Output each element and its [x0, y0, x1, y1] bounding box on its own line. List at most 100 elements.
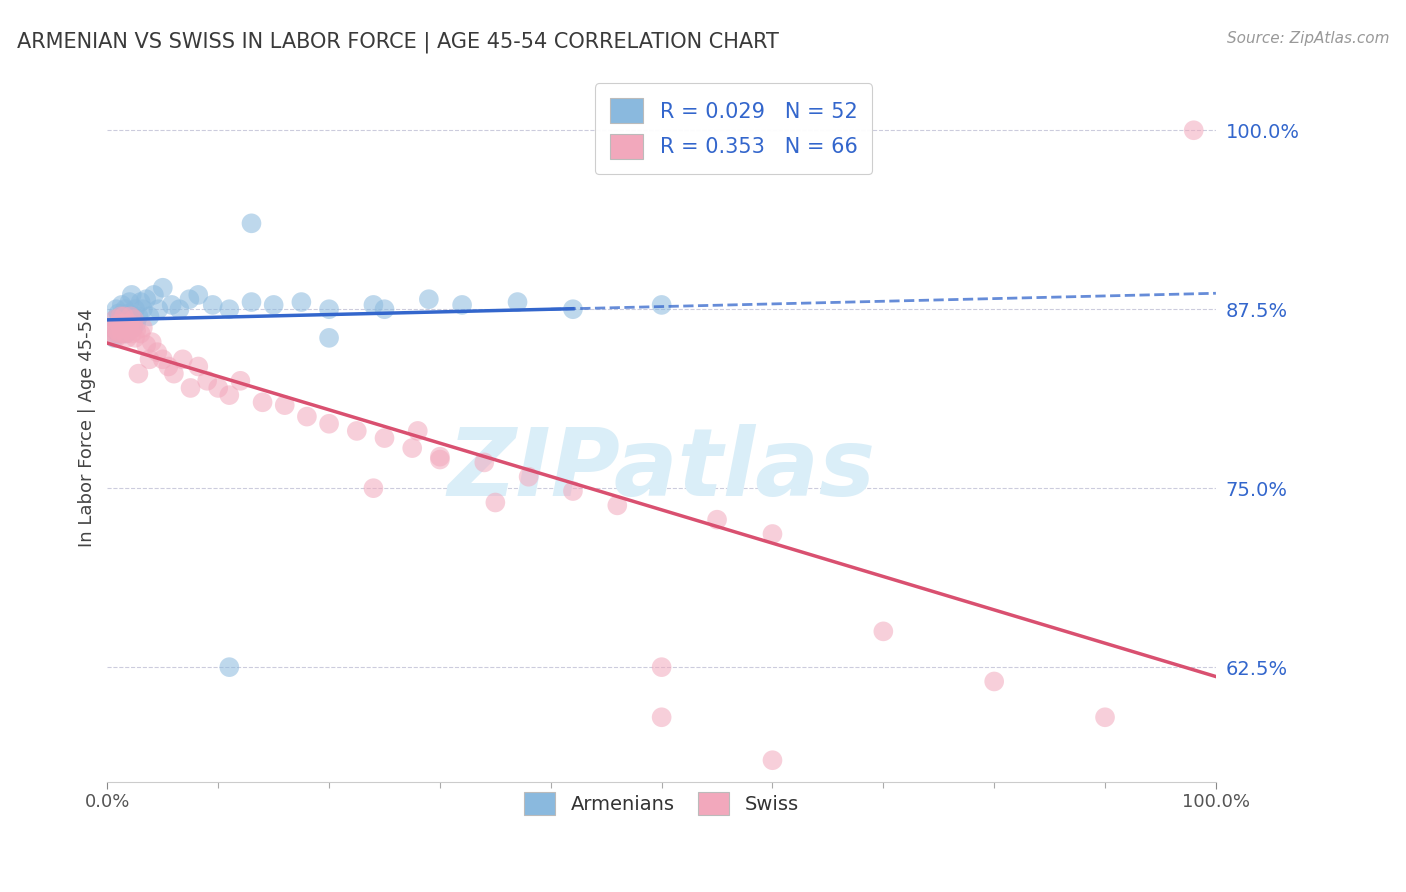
Point: [111, 298, 134, 312]
Point: [240, 216, 263, 230]
Point: [132, 321, 155, 335]
Point: [406, 424, 429, 438]
Point: [872, 624, 894, 639]
Point: [107, 317, 129, 331]
Point: [142, 288, 165, 302]
Point: [114, 326, 136, 341]
Point: [141, 335, 163, 350]
Point: [263, 298, 285, 312]
Point: [152, 281, 174, 295]
Point: [117, 317, 139, 331]
Point: [290, 295, 312, 310]
Y-axis label: In Labor Force | Age 45-54: In Labor Force | Age 45-54: [79, 308, 96, 547]
Point: [401, 441, 423, 455]
Point: [169, 302, 191, 317]
Point: [120, 310, 142, 324]
Point: [157, 359, 180, 374]
Point: [152, 352, 174, 367]
Point: [120, 310, 142, 324]
Point: [115, 326, 138, 341]
Point: [135, 292, 157, 306]
Point: [138, 310, 160, 324]
Point: [108, 326, 131, 341]
Point: [101, 324, 124, 338]
Point: [1182, 123, 1205, 137]
Point: [104, 312, 127, 326]
Point: [201, 298, 224, 312]
Point: [160, 298, 183, 312]
Point: [148, 302, 170, 317]
Point: [117, 306, 139, 320]
Text: Source: ZipAtlas.com: Source: ZipAtlas.com: [1226, 31, 1389, 46]
Point: [651, 710, 673, 724]
Point: [472, 455, 495, 469]
Point: [124, 331, 146, 345]
Point: [318, 302, 340, 317]
Point: [651, 298, 673, 312]
Point: [122, 321, 145, 335]
Point: [179, 292, 201, 306]
Point: [506, 295, 529, 310]
Legend: Armenians, Swiss: Armenians, Swiss: [515, 782, 808, 825]
Point: [606, 499, 628, 513]
Point: [274, 398, 297, 412]
Point: [122, 321, 145, 335]
Point: [562, 302, 585, 317]
Point: [105, 331, 128, 345]
Point: [127, 367, 149, 381]
Point: [373, 302, 395, 317]
Point: [122, 312, 145, 326]
Point: [187, 288, 209, 302]
Point: [218, 388, 240, 402]
Point: [104, 312, 127, 326]
Point: [135, 338, 157, 352]
Point: [373, 431, 395, 445]
Point: [252, 395, 274, 409]
Point: [207, 381, 229, 395]
Point: [127, 310, 149, 324]
Point: [429, 450, 451, 464]
Point: [318, 331, 340, 345]
Point: [346, 424, 368, 438]
Point: [101, 321, 124, 335]
Point: [484, 495, 506, 509]
Point: [229, 374, 252, 388]
Point: [1094, 710, 1116, 724]
Point: [218, 660, 240, 674]
Point: [240, 295, 263, 310]
Point: [125, 317, 148, 331]
Point: [124, 302, 146, 317]
Point: [761, 753, 783, 767]
Point: [129, 326, 152, 341]
Point: [108, 324, 131, 338]
Point: [318, 417, 340, 431]
Point: [429, 452, 451, 467]
Point: [562, 484, 585, 499]
Point: [125, 324, 148, 338]
Point: [517, 469, 540, 483]
Text: ARMENIAN VS SWISS IN LABOR FORCE | AGE 45-54 CORRELATION CHART: ARMENIAN VS SWISS IN LABOR FORCE | AGE 4…: [17, 31, 779, 53]
Point: [117, 324, 139, 338]
Point: [218, 302, 240, 317]
Point: [451, 298, 474, 312]
Point: [295, 409, 318, 424]
Point: [983, 674, 1005, 689]
Point: [172, 352, 194, 367]
Point: [195, 374, 218, 388]
Point: [651, 660, 673, 674]
Point: [363, 298, 385, 312]
Point: [105, 324, 128, 338]
Point: [363, 481, 385, 495]
Point: [111, 326, 134, 341]
Point: [132, 302, 155, 317]
Point: [111, 317, 134, 331]
Point: [101, 326, 124, 341]
Point: [187, 359, 209, 374]
Point: [111, 326, 134, 341]
Point: [110, 321, 132, 335]
Point: [114, 321, 136, 335]
Point: [103, 321, 125, 335]
Point: [121, 288, 143, 302]
Point: [112, 310, 135, 324]
Point: [138, 352, 160, 367]
